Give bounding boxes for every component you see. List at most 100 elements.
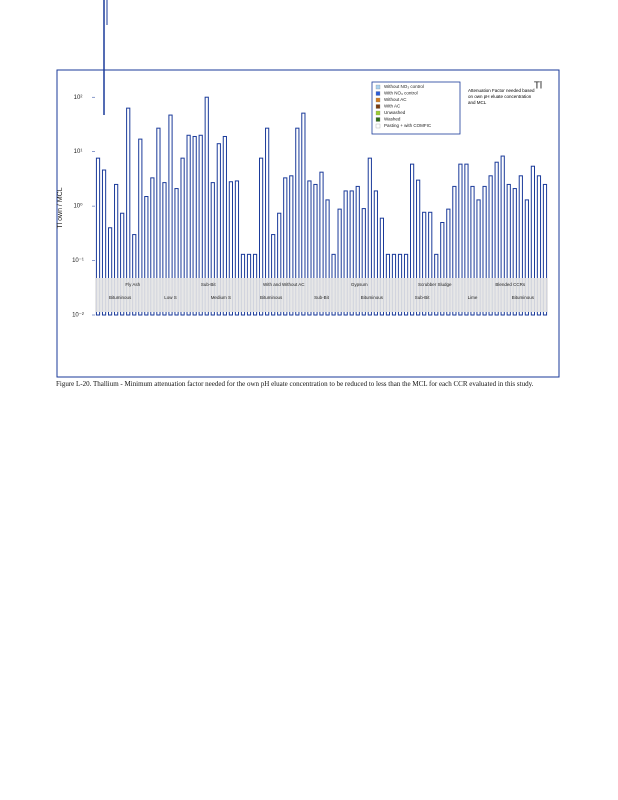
legend-label: With AC xyxy=(384,104,401,109)
bar xyxy=(452,185,457,316)
group-label: Bituminous xyxy=(260,295,283,300)
bar xyxy=(524,199,529,316)
bar xyxy=(343,190,348,316)
legend-swatch xyxy=(375,104,381,109)
group-label: Sub-Bit xyxy=(201,282,217,287)
group-label: Sub-Bit xyxy=(415,295,431,300)
bar xyxy=(138,138,143,316)
bar xyxy=(204,96,209,316)
group-label: Bituminous xyxy=(109,295,132,300)
bar xyxy=(307,180,312,316)
annotation-box: Attenuation Factor needed based on own p… xyxy=(468,88,535,105)
bar xyxy=(367,157,372,316)
group-band xyxy=(95,278,548,312)
bar xyxy=(120,212,125,316)
annotation: Attenuation Factor needed based on own p… xyxy=(468,88,535,105)
group-label: Gypsum xyxy=(351,282,368,287)
bar xyxy=(337,208,342,316)
bar xyxy=(470,185,475,316)
bar xyxy=(234,180,240,316)
bar xyxy=(446,208,451,316)
legend-swatch xyxy=(375,84,381,90)
bar xyxy=(530,165,535,316)
bar xyxy=(494,161,499,316)
bar xyxy=(186,134,191,316)
bar xyxy=(150,177,155,316)
bar xyxy=(198,134,203,316)
bar xyxy=(277,212,282,316)
bar xyxy=(464,163,469,316)
legend-swatch xyxy=(375,123,381,129)
bar xyxy=(210,182,215,316)
legend-label: With NO₃ control xyxy=(384,91,418,96)
legend-label: Without AC xyxy=(384,97,407,102)
bar xyxy=(428,211,433,316)
legend-frame xyxy=(371,81,461,135)
group-label: Bituminous xyxy=(361,295,384,300)
group-label: Medium S xyxy=(211,295,231,300)
bar xyxy=(373,190,378,316)
bar xyxy=(144,196,149,316)
legend-swatch xyxy=(375,91,381,96)
legend-swatch xyxy=(375,97,381,103)
group-label: Lime xyxy=(468,295,478,300)
bar xyxy=(259,157,264,316)
group-label: Low S xyxy=(164,295,177,300)
legend-label: Unwashed xyxy=(384,110,406,115)
chart-frame xyxy=(56,69,560,378)
y-tick-label: 10¹ xyxy=(74,149,83,155)
bar xyxy=(410,163,415,316)
chart: Tl own / MCL Tl Attenuation Factor neede… xyxy=(56,0,560,378)
bar xyxy=(295,127,300,316)
bar xyxy=(325,199,330,316)
bar xyxy=(361,208,366,316)
group-label: Blended CCRs xyxy=(495,282,526,287)
group-label: Bituminous xyxy=(512,295,535,300)
bar xyxy=(228,181,234,316)
bar xyxy=(476,199,481,316)
bar xyxy=(265,127,270,316)
bar xyxy=(162,182,167,316)
y-axis-title: Tl own / MCL xyxy=(57,187,64,228)
bar xyxy=(488,175,493,316)
bar xyxy=(168,114,173,316)
bar xyxy=(271,234,276,316)
bar xyxy=(156,127,161,316)
legend-swatch xyxy=(375,117,381,122)
bar xyxy=(114,183,119,316)
bar xyxy=(319,171,324,316)
bar xyxy=(126,107,131,316)
bar xyxy=(440,221,445,316)
legend-label: Washed xyxy=(384,117,401,122)
bar xyxy=(512,188,517,316)
group-label: Fly Ash xyxy=(125,282,140,287)
bar xyxy=(108,227,113,316)
legend-label: Pasting + with COMFIC xyxy=(384,123,432,128)
bar xyxy=(95,157,101,316)
group-label: Scrubber Sludge xyxy=(418,282,452,287)
y-tick-label: 10² xyxy=(74,95,83,101)
bar xyxy=(458,163,463,316)
y-tick-label: 10⁻¹ xyxy=(72,258,84,264)
figure-caption: Figure L-20. Thallium - Minimum attenuat… xyxy=(56,380,534,388)
group-label: Sub-Bit xyxy=(314,295,330,300)
bar xyxy=(313,183,318,316)
legend-label: Without NO₃ control xyxy=(384,84,424,89)
bar xyxy=(518,175,523,316)
y-tick-label: 10⁻² xyxy=(72,313,84,319)
bar xyxy=(355,185,360,316)
bar xyxy=(422,211,427,316)
bar xyxy=(542,183,548,316)
legend-swatch xyxy=(375,110,381,116)
y-tick-label: 10⁰ xyxy=(73,203,83,210)
bar xyxy=(180,157,185,316)
bar xyxy=(222,135,227,316)
bar xyxy=(289,175,294,316)
group-label: With and Without AC xyxy=(263,282,305,287)
bar xyxy=(101,169,107,316)
bar xyxy=(174,188,179,316)
bar xyxy=(482,185,487,316)
bar xyxy=(379,217,384,316)
element-label: Tl xyxy=(534,81,542,92)
bar xyxy=(283,177,288,316)
